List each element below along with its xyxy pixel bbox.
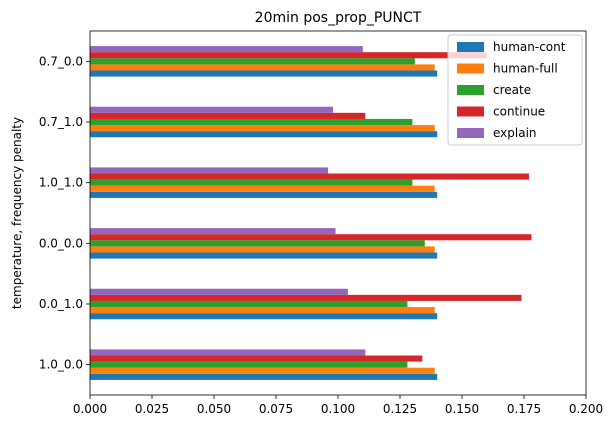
bar — [90, 349, 366, 356]
legend-box — [447, 34, 583, 146]
legend-label: explain — [493, 126, 537, 140]
x-tick-label: 0.150 — [445, 402, 479, 416]
bar — [90, 58, 415, 65]
legend: human-cont human-full create continue explai… — [447, 34, 583, 146]
y-tick-label: 1.0_0.0 — [39, 358, 83, 372]
bar — [90, 246, 435, 253]
bar — [90, 112, 366, 119]
x-tick-label: 0.025 — [135, 402, 169, 416]
bar — [90, 355, 423, 362]
bar — [90, 234, 532, 241]
bar — [90, 294, 522, 301]
bar — [90, 185, 435, 192]
bar — [90, 313, 438, 320]
bar — [90, 125, 435, 132]
y-tick-label: 0.0_1.0 — [39, 297, 83, 311]
bar — [90, 52, 487, 59]
bar — [90, 288, 348, 295]
bar — [90, 173, 529, 180]
bar — [90, 367, 435, 374]
bar — [90, 307, 435, 314]
legend-label: continue — [493, 105, 545, 119]
x-axis-ticks: 0.000 0.025 0.050 0.075 0.100 0.125 0.150 0.175… — [73, 395, 603, 416]
bars-group — [90, 46, 532, 380]
bar — [90, 70, 438, 77]
bar — [90, 228, 336, 235]
bar — [90, 252, 438, 259]
legend-swatch — [457, 63, 484, 74]
bar — [90, 64, 435, 71]
bar — [90, 300, 408, 308]
legend-label: human-full — [493, 62, 558, 76]
legend-swatch — [457, 106, 484, 117]
x-tick-label: 0.050 — [197, 402, 231, 416]
bar — [90, 167, 329, 174]
x-tick-label: 0.100 — [321, 402, 355, 416]
legend-label: human-cont — [493, 40, 566, 54]
x-tick-label: 0.000 — [73, 402, 107, 416]
y-axis-ticks: 1.0_0.0 0.0_1.0 0.0_0.0 1.0_1.0 0.7_1.0 0.7_0… — [39, 54, 90, 372]
bar — [90, 373, 438, 380]
bar — [90, 118, 413, 126]
y-tick-label: 1.0_1.0 — [39, 176, 83, 190]
bar — [90, 131, 438, 138]
bar — [90, 361, 408, 368]
legend-label: create — [493, 83, 531, 97]
y-axis-label: temperature, frequency penalty — [10, 117, 24, 309]
bar — [90, 240, 425, 247]
bar — [90, 191, 438, 198]
x-tick-label: 0.175 — [507, 402, 541, 416]
x-tick-label: 0.075 — [259, 402, 293, 416]
legend-swatch — [457, 128, 484, 138]
bar — [90, 179, 413, 186]
chart-title: 20min pos_prop_PUNCT — [255, 10, 422, 26]
y-tick-label: 0.0_0.0 — [39, 236, 83, 250]
bar — [90, 46, 363, 53]
x-tick-label: 0.125 — [383, 402, 417, 416]
legend-swatch — [457, 42, 484, 52]
plot-area-frame — [89, 30, 587, 396]
y-tick-label: 0.7_1.0 — [39, 115, 83, 129]
legend-swatch — [457, 85, 484, 95]
bar — [90, 106, 334, 113]
x-tick-label: 0.200 — [569, 402, 603, 416]
y-tick-label: 0.7_0.0 — [39, 54, 83, 68]
